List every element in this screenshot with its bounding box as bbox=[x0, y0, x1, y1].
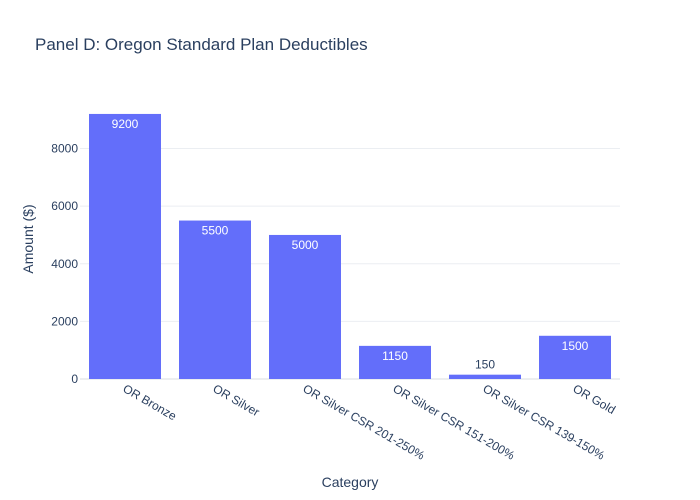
bar bbox=[179, 220, 251, 379]
x-tick-label: OR Bronze bbox=[121, 381, 180, 423]
y-tick-label: 4000 bbox=[51, 257, 78, 271]
x-axis-title: Category bbox=[322, 474, 379, 490]
data-label: 5500 bbox=[202, 224, 229, 238]
x-axis-ticks: OR Bronze OR Silver OR Silver CSR 201-250%… bbox=[121, 381, 618, 462]
data-label: 1500 bbox=[562, 339, 589, 353]
y-axis-title: Amount ($) bbox=[20, 204, 36, 273]
y-tick-label: 0 bbox=[71, 372, 78, 386]
bar bbox=[89, 113, 161, 379]
bar bbox=[449, 374, 521, 379]
gridlines bbox=[80, 148, 620, 380]
y-tick-label: 2000 bbox=[51, 314, 78, 328]
bars bbox=[89, 113, 611, 379]
chart-title: Panel D: Oregon Standard Plan Deductible… bbox=[35, 35, 368, 54]
bar bbox=[359, 345, 431, 379]
bar bbox=[539, 335, 611, 379]
data-labels: 9200 5500 5000 1150 150 1500 bbox=[112, 117, 589, 372]
data-label: 5000 bbox=[292, 238, 319, 252]
x-tick-label: OR Gold bbox=[571, 381, 618, 416]
y-tick-label: 6000 bbox=[51, 199, 78, 213]
data-label: 150 bbox=[475, 358, 495, 372]
y-tick-label: 8000 bbox=[51, 142, 78, 156]
y-axis-ticks: 0 2000 4000 6000 8000 bbox=[51, 142, 78, 386]
data-label: 9200 bbox=[112, 117, 139, 131]
data-label: 1150 bbox=[382, 349, 408, 363]
bar bbox=[269, 234, 341, 379]
x-tick-label: OR Silver bbox=[211, 381, 262, 419]
